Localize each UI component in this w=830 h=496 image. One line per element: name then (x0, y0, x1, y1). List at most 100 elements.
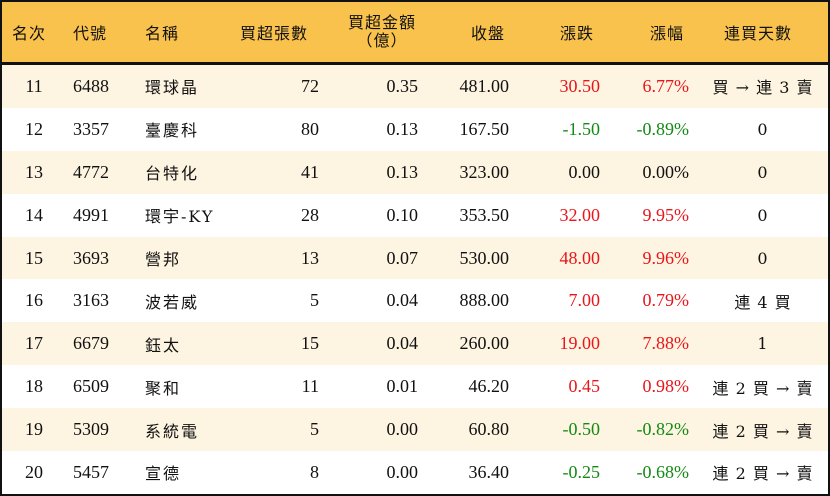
header-net-buy-amount-line1: 買超金額 (347, 13, 416, 32)
change-pct-cell: 0.00% (642, 161, 690, 182)
header-net-buy-lots: 買超張數 (240, 24, 309, 43)
change-pct-cell: 6.77% (642, 75, 690, 96)
table-body: 11 6488 環球晶 72 0.35 481.00 30.50 6.77% 買… (2, 65, 828, 494)
change-cell: -1.50 (562, 118, 601, 139)
header-name: 名稱 (145, 24, 180, 43)
table-row[interactable]: 19 5309 系統電 5 0.00 60.80 -0.50 -0.82% 連 … (2, 408, 828, 452)
amount-cell: 0.35 (386, 75, 419, 96)
name-cell: 環球晶 (145, 78, 200, 98)
consecutive-days-cell: 連 4 買 (734, 292, 792, 312)
change-cell: 48.00 (559, 247, 601, 268)
lots-cell: 5 (310, 419, 319, 440)
lots-cell: 28 (301, 204, 319, 225)
change-cell: 30.50 (559, 75, 601, 96)
rank-cell: 13 (25, 161, 43, 182)
code-cell: 5309 (73, 419, 109, 440)
lots-cell: 15 (301, 333, 319, 354)
name-cell: 環宇-KY (145, 207, 215, 227)
change-cell: 0.00 (568, 161, 601, 182)
code-cell: 6488 (73, 75, 109, 96)
consecutive-days-cell: 連 2 買 → 賣 (712, 464, 814, 484)
amount-cell: 0.07 (386, 247, 419, 268)
change-cell: 32.00 (559, 204, 601, 225)
header-code: 代號 (73, 24, 108, 43)
rank-cell: 15 (25, 247, 43, 268)
consecutive-days-cell: 0 (757, 205, 769, 225)
consecutive-days-cell: 0 (757, 248, 769, 268)
close-cell: 530.00 (459, 247, 510, 268)
change-pct-cell: 7.88% (642, 333, 690, 354)
change-cell: -0.25 (562, 461, 601, 482)
rank-cell: 12 (25, 118, 43, 139)
name-cell: 系統電 (145, 421, 200, 441)
amount-cell: 0.04 (386, 333, 419, 354)
rank-cell: 19 (25, 419, 43, 440)
change-pct-cell: -0.89% (636, 118, 690, 139)
lots-cell: 13 (301, 247, 319, 268)
close-cell: 46.20 (468, 376, 510, 397)
rank-cell: 17 (25, 333, 43, 354)
table-row[interactable]: 15 3693 營邦 13 0.07 530.00 48.00 9.96% 0 (2, 236, 828, 280)
close-cell: 353.50 (459, 204, 510, 225)
lots-cell: 72 (301, 75, 319, 96)
table-row[interactable]: 12 3357 臺慶科 80 0.13 167.50 -1.50 -0.89% … (2, 107, 828, 151)
name-cell: 宣德 (145, 464, 182, 484)
name-cell: 營邦 (145, 250, 182, 269)
rank-cell: 11 (25, 75, 43, 96)
consecutive-days-cell: 0 (757, 162, 769, 182)
lots-cell: 80 (301, 118, 319, 139)
header-close: 收盤 (471, 24, 506, 43)
close-cell: 260.00 (459, 333, 510, 354)
table-row[interactable]: 11 6488 環球晶 72 0.35 481.00 30.50 6.77% 買… (2, 65, 828, 108)
change-pct-cell: 9.96% (642, 247, 690, 268)
rank-cell: 20 (25, 461, 43, 482)
code-cell: 4991 (73, 204, 109, 225)
close-cell: 481.00 (459, 75, 510, 96)
code-cell: 6679 (73, 333, 109, 354)
lots-cell: 8 (310, 461, 319, 482)
code-cell: 5457 (73, 461, 109, 482)
close-cell: 60.80 (468, 419, 510, 440)
amount-cell: 0.00 (386, 419, 419, 440)
header-net-buy-amount: 買超金額 （億） (342, 2, 422, 62)
table-row[interactable]: 17 6679 鈺太 15 0.04 260.00 19.00 7.88% 1 (2, 322, 828, 366)
close-cell: 888.00 (459, 290, 510, 311)
code-cell: 3357 (73, 118, 109, 139)
lots-cell: 5 (310, 290, 319, 311)
table-row[interactable]: 16 3163 波若威 5 0.04 888.00 7.00 0.79% 連 4… (2, 279, 828, 323)
consecutive-days-cell: 連 2 買 → 賣 (712, 378, 814, 398)
rank-cell: 16 (25, 290, 43, 311)
code-cell: 4772 (73, 161, 109, 182)
table-row[interactable]: 14 4991 環宇-KY 28 0.10 353.50 32.00 9.95%… (2, 193, 828, 237)
amount-cell: 0.13 (386, 118, 419, 139)
change-pct-cell: 0.98% (642, 376, 690, 397)
consecutive-days-cell: 買 → 連 3 賣 (712, 78, 814, 98)
close-cell: 36.40 (468, 461, 510, 482)
amount-cell: 0.00 (386, 461, 419, 482)
change-cell: 19.00 (559, 333, 601, 354)
rank-cell: 18 (25, 376, 43, 397)
change-cell: -0.50 (562, 419, 601, 440)
change-cell: 7.00 (568, 290, 601, 311)
close-cell: 167.50 (459, 118, 510, 139)
table-row[interactable]: 20 5457 宣德 8 0.00 36.40 -0.25 -0.68% 連 2… (2, 451, 828, 494)
change-pct-cell: 9.95% (642, 204, 690, 225)
amount-cell: 0.01 (386, 376, 419, 397)
name-cell: 台特化 (145, 164, 200, 184)
lots-cell: 41 (301, 161, 319, 182)
amount-cell: 0.04 (386, 290, 419, 311)
table-row[interactable]: 18 6509 聚和 11 0.01 46.20 0.45 0.98% 連 2 … (2, 365, 828, 409)
name-cell: 臺慶科 (145, 121, 200, 141)
amount-cell: 0.13 (386, 161, 419, 182)
change-pct-cell: -0.68% (636, 461, 690, 482)
close-cell: 323.00 (459, 161, 510, 182)
header-net-buy-amount-line2: （億） (356, 31, 408, 50)
code-cell: 6509 (73, 376, 109, 397)
header-change-pct: 漲幅 (650, 24, 685, 43)
change-pct-cell: -0.82% (636, 419, 690, 440)
consecutive-days-cell: 連 2 買 → 賣 (712, 421, 814, 441)
header-change: 漲跌 (560, 24, 595, 43)
code-cell: 3163 (73, 290, 109, 311)
table-row[interactable]: 13 4772 台特化 41 0.13 323.00 0.00 0.00% 0 (2, 150, 828, 194)
